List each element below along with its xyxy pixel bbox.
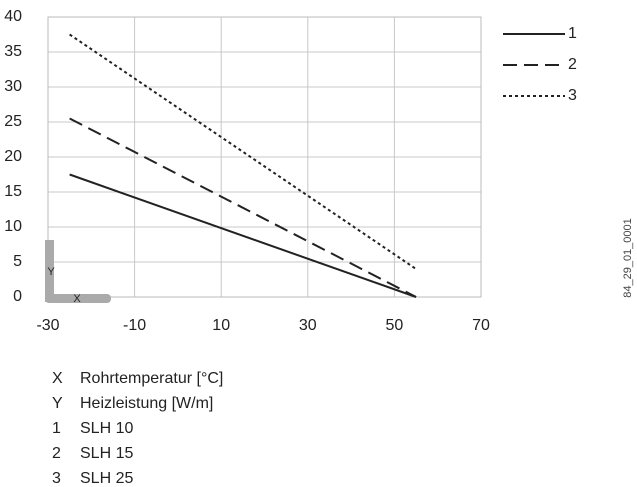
y-tick-label: 10 [4, 218, 22, 235]
legend-label: 2 [568, 56, 577, 73]
axis-key: Y [52, 395, 63, 412]
series-line [69, 117, 417, 298]
grid [47, 16, 482, 298]
legend-key: 2 [52, 445, 61, 462]
x-tick-label: -10 [123, 317, 146, 334]
figure-id: 84_29_01_0001 [622, 218, 634, 298]
y-tick-label: 0 [13, 288, 22, 305]
series-line [69, 33, 417, 270]
plot-frame [47, 16, 482, 298]
legend-label: 1 [568, 25, 577, 42]
x-tick-label: 30 [299, 317, 317, 334]
x-tick-label: -30 [36, 317, 59, 334]
axis-description: Rohrtemperatur [°C] [80, 370, 223, 387]
y-tick-label: 5 [13, 253, 22, 270]
legend-label: 3 [568, 87, 577, 104]
y-axis-marker [45, 240, 54, 302]
x-tick-label: 50 [386, 317, 404, 334]
y-tick-label: 25 [4, 113, 22, 130]
x-axis-key: X [73, 293, 81, 305]
x-tick-label: 10 [212, 317, 230, 334]
x-tick-label: 70 [472, 317, 490, 334]
y-tick-label: 15 [4, 183, 22, 200]
x-axis-marker [45, 294, 111, 303]
legend-key: 3 [52, 470, 61, 487]
series-line [69, 173, 417, 298]
axis-key: X [52, 370, 63, 387]
y-tick-label: 20 [4, 148, 22, 165]
y-axis-key: Y [47, 266, 55, 278]
y-tick-label: 40 [4, 8, 22, 25]
y-tick-label: 30 [4, 78, 22, 95]
legend-description: SLH 10 [80, 420, 133, 437]
axis-description: Heizleistung [W/m] [80, 395, 213, 412]
legend-description: SLH 15 [80, 445, 133, 462]
legend-description: SLH 25 [80, 470, 133, 487]
legend-key: 1 [52, 420, 61, 437]
y-tick-label: 35 [4, 43, 22, 60]
